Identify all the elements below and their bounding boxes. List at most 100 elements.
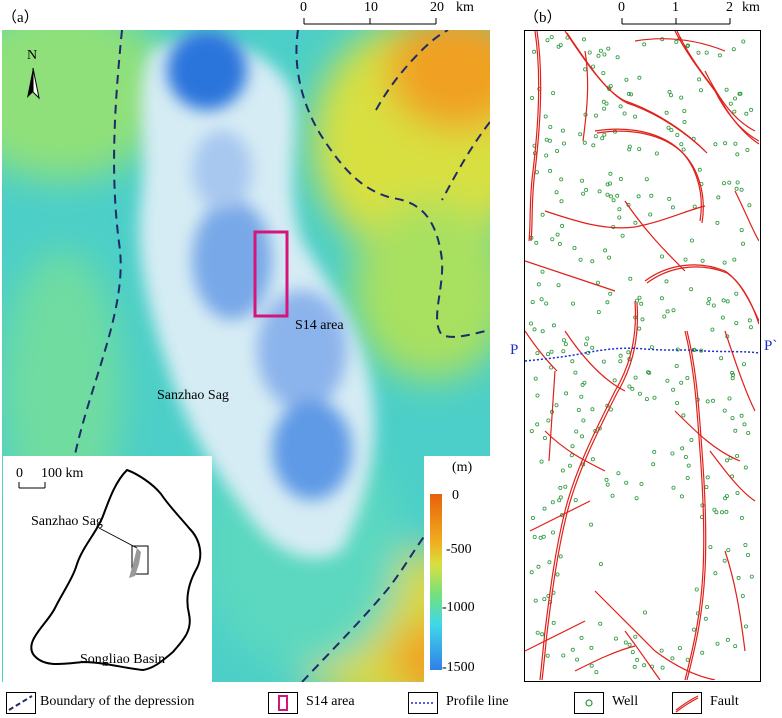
well-marker — [660, 665, 665, 670]
well-marker — [666, 125, 671, 130]
well-marker — [556, 44, 561, 49]
well-marker — [715, 220, 720, 225]
well-marker — [639, 481, 644, 486]
well-marker — [546, 418, 551, 423]
well-marker — [584, 187, 589, 192]
colorbar-unit: (m) — [452, 460, 473, 475]
well-marker — [557, 241, 562, 246]
well-marker — [530, 300, 535, 305]
well-marker — [590, 259, 595, 264]
well-marker — [664, 110, 669, 115]
well-marker — [749, 107, 754, 112]
well-marker — [578, 132, 583, 137]
well-marker — [590, 407, 595, 412]
well-marker — [637, 391, 642, 396]
well-marker — [604, 477, 609, 482]
well-marker — [533, 376, 538, 381]
well-marker — [583, 67, 588, 72]
well-marker — [635, 298, 640, 303]
well-marker — [679, 380, 684, 385]
well-marker — [594, 670, 599, 675]
well-marker — [744, 111, 749, 116]
well-marker — [735, 152, 740, 157]
well-marker — [699, 348, 704, 353]
well-marker — [710, 398, 715, 403]
well-marker — [610, 493, 615, 498]
scale-a-tick-20: 20 — [430, 0, 444, 15]
well-marker — [670, 205, 675, 210]
well-marker — [716, 195, 721, 200]
well-marker — [601, 359, 606, 364]
well-marker — [736, 575, 741, 580]
legend: Boundary of the depression S14 area Prof… — [0, 688, 782, 718]
fault-lines — [525, 31, 759, 680]
location-inset: 0 100 km Sanzhao Sag Songliao Basin — [3, 456, 212, 682]
legend-boundary-label: Boundary of the depression — [40, 694, 195, 709]
well-marker — [529, 429, 534, 434]
well-marker — [635, 657, 640, 662]
well-marker — [710, 327, 715, 332]
well-marker — [630, 386, 635, 391]
well-marker — [735, 180, 740, 185]
well-marker — [722, 408, 727, 413]
well-marker — [627, 642, 632, 647]
profile-start-label: P — [510, 342, 519, 358]
elevation-map — [2, 30, 490, 682]
s14-area-label: S14 area — [295, 318, 344, 333]
well-marker — [723, 496, 728, 501]
well-marker — [731, 47, 736, 52]
well-marker — [604, 101, 609, 106]
well-marker — [679, 494, 684, 499]
well-marker — [551, 620, 556, 625]
well-marker — [605, 192, 610, 197]
well-marker — [734, 291, 739, 296]
well-marker — [535, 393, 540, 398]
well-marker — [550, 530, 555, 535]
well-marker — [642, 42, 647, 47]
well-marker — [569, 453, 574, 458]
well-marker — [605, 300, 610, 305]
well-marker — [554, 403, 559, 408]
well-marker — [544, 301, 549, 306]
well-marker — [618, 176, 623, 181]
well-marker — [561, 349, 566, 354]
well-marker — [749, 574, 754, 579]
well-marker — [580, 434, 585, 439]
well-marker — [741, 362, 746, 367]
well-marker — [567, 463, 572, 468]
well-marker — [548, 125, 553, 130]
well-marker — [679, 142, 684, 147]
well-marker — [677, 646, 682, 651]
well-marker — [545, 38, 550, 43]
well-marker — [704, 50, 709, 55]
well-marker — [742, 422, 747, 427]
well-marker — [671, 308, 676, 313]
well-marker — [612, 378, 617, 383]
well-marker — [623, 640, 628, 645]
well-marker — [584, 342, 589, 347]
panel-a-label: （a） — [2, 10, 39, 26]
legend-s14-label: S14 area — [306, 694, 355, 709]
well-marker — [730, 474, 735, 479]
well-marker — [692, 204, 697, 209]
well-marker — [607, 87, 612, 92]
legend-boundary-icon — [6, 692, 36, 714]
legend-well-icon — [574, 692, 604, 714]
well-marker — [633, 114, 638, 119]
well-marker — [634, 496, 639, 501]
well-marker — [659, 296, 664, 301]
well-marker — [686, 463, 691, 468]
well-marker — [633, 220, 638, 225]
well-marker — [644, 177, 649, 182]
profile-line — [525, 347, 759, 362]
well-marker — [662, 314, 667, 319]
well-marker — [579, 394, 584, 399]
well-marker — [618, 359, 623, 364]
colorbar-tick-1000: -1000 — [442, 600, 475, 615]
well-marker — [626, 350, 631, 355]
well-marker — [659, 648, 664, 653]
legend-profile-icon — [408, 692, 438, 714]
well-marker — [707, 297, 712, 302]
well-marker — [685, 475, 690, 480]
well-marker — [665, 378, 670, 383]
